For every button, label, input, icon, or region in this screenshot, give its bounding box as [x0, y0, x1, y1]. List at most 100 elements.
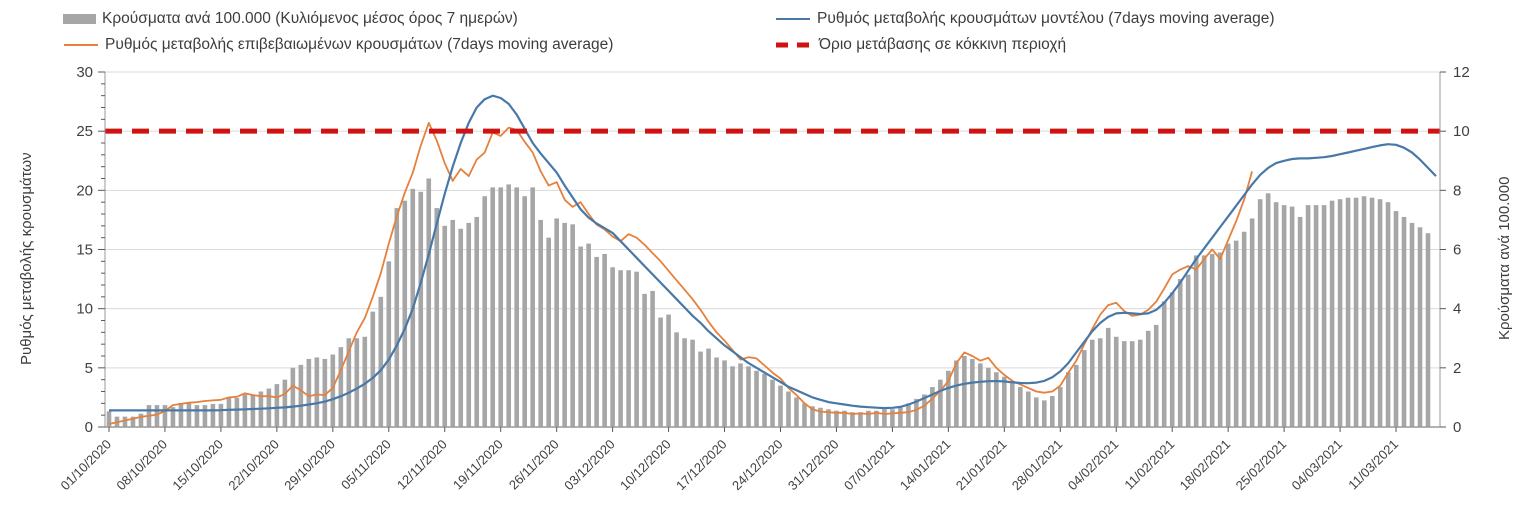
bar: [962, 356, 967, 427]
bar: [1233, 240, 1239, 427]
bar: [1305, 205, 1311, 427]
bar: [842, 410, 847, 427]
bar: [626, 270, 631, 427]
axis-tick-label: 05/11/2020: [338, 437, 394, 493]
bar: [802, 403, 807, 427]
dashed-line-swatch-icon: [776, 42, 812, 48]
axis-tick-label: 28/01/2021: [1009, 437, 1066, 494]
bar: [898, 407, 903, 427]
axis-tick-label: 15/10/2020: [169, 437, 226, 494]
bar: [786, 391, 791, 427]
bar: [578, 246, 583, 427]
axis-tick-label: 18/02/2021: [1177, 437, 1234, 494]
axis-tick-label: 11/03/2021: [1345, 437, 1401, 493]
bar: [1041, 400, 1047, 427]
bar: [1201, 255, 1207, 427]
bar: [546, 237, 551, 427]
bar: [490, 187, 496, 427]
axis-tick-label: 21/01/2021: [953, 437, 1010, 494]
bar: [1417, 227, 1423, 427]
bar: [1121, 341, 1127, 427]
bar: [242, 394, 248, 427]
bar: [602, 253, 607, 427]
bar: [594, 256, 599, 427]
bar: [1081, 350, 1087, 427]
bar: [674, 332, 679, 427]
bar: [882, 409, 887, 427]
bar: [1105, 327, 1111, 427]
bar: [890, 409, 895, 427]
bar: [226, 398, 232, 427]
bar: [1018, 387, 1023, 427]
bar: [362, 336, 368, 427]
axis-tick-label: 10: [1453, 123, 1470, 140]
bar: [610, 267, 615, 427]
bar: [426, 178, 432, 427]
bar: [450, 219, 456, 427]
axis-tick-label: 14/01/2021: [897, 437, 954, 494]
bar: [866, 410, 871, 427]
axis-tick-label: 5: [85, 360, 93, 377]
bar: [402, 200, 408, 427]
bar: [386, 261, 392, 427]
bar: [170, 407, 176, 427]
bar: [138, 413, 144, 427]
bar: [202, 405, 208, 427]
bar: [370, 311, 376, 427]
bar: [922, 394, 927, 427]
bar: [1034, 397, 1039, 427]
bar: [538, 219, 543, 427]
bar: [1217, 252, 1223, 427]
bar-swatch-icon: [63, 14, 96, 24]
bar: [1289, 206, 1295, 427]
axis-tick-label: 24/12/2020: [729, 437, 786, 494]
bar: [394, 208, 400, 427]
bar: [234, 398, 240, 427]
bar: [1425, 233, 1431, 427]
bar: [378, 296, 384, 427]
bar: [858, 412, 863, 427]
bar: [1145, 330, 1151, 427]
bar: [1273, 202, 1279, 427]
bar: [474, 216, 480, 427]
bar: [586, 243, 591, 427]
bar: [874, 410, 879, 427]
model-rate-line: [109, 94, 1437, 412]
bar: [290, 367, 296, 427]
bar: [738, 363, 743, 427]
bar: [690, 339, 695, 427]
axis-tick-label: 29/10/2020: [281, 437, 338, 494]
bar: [762, 373, 767, 427]
bar: [930, 387, 935, 427]
bar: [1113, 336, 1119, 427]
bar: [834, 410, 839, 427]
bar: [658, 317, 663, 427]
axis-tick-label: 04/03/2021: [1289, 437, 1346, 494]
bar: [434, 208, 440, 427]
bar: [978, 363, 983, 427]
bar: [1321, 205, 1327, 427]
bar: [778, 385, 783, 427]
bar: [1065, 372, 1071, 427]
axis-tick-label: 03/12/2020: [561, 437, 618, 494]
bar: [1161, 301, 1167, 427]
bar: [810, 406, 815, 427]
axis-tick-label: 11/02/2021: [1121, 437, 1177, 493]
bar: [314, 357, 320, 427]
bar: [1177, 279, 1183, 427]
bar: [346, 338, 352, 427]
bar: [1241, 231, 1247, 427]
axis-tick-label: 17/12/2020: [673, 437, 730, 494]
axis-tick-label: 10: [76, 301, 93, 318]
legend-item-confirmed-rate: Ρυθμός μεταβολής επιβεβαιωμένων κρουσμάτ…: [63, 36, 613, 54]
bar: [714, 357, 719, 427]
bar: [914, 398, 919, 427]
axis-tick-label: 0: [85, 419, 93, 436]
bar: [154, 405, 160, 427]
bar: [186, 403, 192, 427]
bar: [1353, 197, 1359, 427]
bar: [1002, 376, 1007, 427]
bar: [666, 314, 671, 427]
